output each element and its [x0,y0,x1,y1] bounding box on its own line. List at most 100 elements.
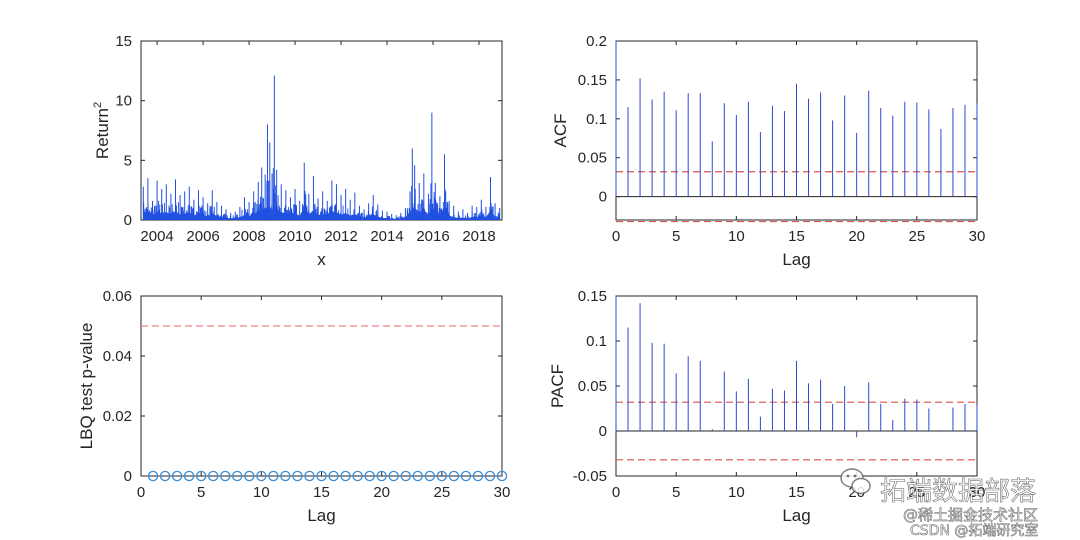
x-tick-label: 15 [313,484,330,501]
x-tick-label: 0 [137,484,145,501]
p-value-marker [256,470,267,482]
x-tick-label: 10 [728,228,745,245]
x-tick-label: 0 [612,484,620,501]
y-tick-label: 15 [115,33,132,50]
y-tick-label: 0.2 [586,33,607,50]
y-tick-label: 0.15 [578,288,607,305]
x-tick-label: 0 [612,228,620,245]
p-value-marker [328,470,339,482]
y-tick-label: 10 [115,93,132,110]
x-tick-label: 2008 [232,228,265,245]
y-tick-label: 0 [124,212,132,229]
x-tick-label: 30 [494,484,511,501]
watermark: 拓端数据部落 @稀土掘金技术社区 CSDN @拓端研究室 [840,468,1039,539]
y-tick-label: 0 [599,423,607,440]
p-value-marker [280,470,291,482]
y-axis-label-text: LBQ test p-value [77,323,96,450]
p-value-marker [232,470,243,482]
y-tick-label: 0 [599,189,607,206]
y-tick-label: 0.06 [103,288,132,305]
x-tick-label: 2012 [324,228,357,245]
y-tick-label: 0.05 [578,150,607,167]
x-tick-label: 5 [672,484,680,501]
x-axis-label: Lag [782,250,810,269]
y-tick-label: 0.02 [103,408,132,425]
p-value-marker [460,470,472,482]
y-axis-label-superscript: 2 [92,102,104,108]
watermark-line2: CSDN @拓端研究室 [910,522,1038,539]
y-axis-label: PACF [548,364,567,408]
y-tick-label: -0.05 [573,468,607,485]
y-tick-label: 0.15 [578,72,607,89]
x-axis-label: Lag [782,506,810,525]
watermark-line1: @稀土掘金技术社区 [903,506,1038,524]
x-tick-label: 5 [197,484,205,501]
x-tick-label: 5 [672,228,680,245]
x-tick-label: 25 [908,484,925,501]
x-tick-label: 2006 [186,228,219,245]
x-tick-label: 2016 [416,228,449,245]
p-value-marker [219,470,231,482]
y-tick-label: 0 [124,468,132,485]
x-tick-label: 15 [788,484,805,501]
acf-panel: 0 5 10 15 20 25 30 0 0.05 0.1 0.15 0.2 Lag ACF [551,33,985,269]
p-value-marker [316,470,327,482]
p-value-marker [388,470,399,482]
p-value-marker [195,470,207,482]
p-value-marker [436,470,448,482]
p-value-marker [376,470,387,482]
p-value-marker [352,470,363,482]
y-tick-label: 0.04 [103,348,132,365]
p-value-marker [424,470,436,482]
p-value-marker [484,470,496,482]
x-tick-label: 2004 [140,228,173,245]
x-tick-label: 20 [848,228,865,245]
p-value-marker [207,470,219,482]
watermark-title: 拓端数据部落 [880,477,1036,507]
p-value-marker [244,470,255,482]
axes-frame [140,295,503,477]
p-value-marker [364,470,375,482]
y-tick-label: 0.05 [578,378,607,395]
p-value-marker [304,470,315,482]
y-tick-label: 0.1 [586,333,607,350]
x-tick-label: 30 [969,484,986,501]
p-value-marker [159,470,171,482]
p-value-marker [171,470,183,482]
p-value-marker [448,470,460,482]
p-value-marker [268,470,279,482]
y-axis-label: ACF [551,114,570,148]
y-axis-label: LBQ test p-value [77,323,96,450]
x-tick-label: 10 [728,484,745,501]
returns-series [142,75,501,220]
y-tick-label: 0.1 [586,111,607,128]
lbq-panel: 0 5 10 15 20 25 30 0 0.02 0.04 0.06 Lag LBQ test p-v… [77,288,510,525]
wechat-icon [840,468,871,495]
p-value-marker [292,470,303,482]
y-tick-label: 5 [124,152,132,169]
x-tick-label: 2014 [370,228,403,245]
x-tick-label: 30 [969,228,986,245]
x-tick-label: 20 [373,484,390,501]
x-tick-label: 2018 [462,228,495,245]
x-tick-label: 10 [253,484,270,501]
p-value-marker [183,470,195,482]
x-axis-label: x [317,250,326,269]
x-tick-label: 25 [433,484,450,501]
y-axis-label: Return2 [92,102,112,159]
p-value-marker [340,470,351,482]
x-tick-label: 25 [908,228,925,245]
x-axis-label: Lag [307,506,335,525]
p-value-marker [472,470,484,482]
returns-panel: 2004 2006 2008 2010 2012 2014 2016 2018 0 5 10 15 x R… [92,33,503,269]
p-value-marker [496,470,508,482]
x-tick-label: 15 [788,228,805,245]
y-axis-label-text: PACF [548,364,567,408]
x-tick-label: 2010 [278,228,311,245]
p-value-marker [400,470,411,482]
y-axis-label-text: Return [93,108,112,159]
returns-base-band [143,206,500,220]
axes-frame [140,40,503,221]
p-value-marker [412,470,424,482]
